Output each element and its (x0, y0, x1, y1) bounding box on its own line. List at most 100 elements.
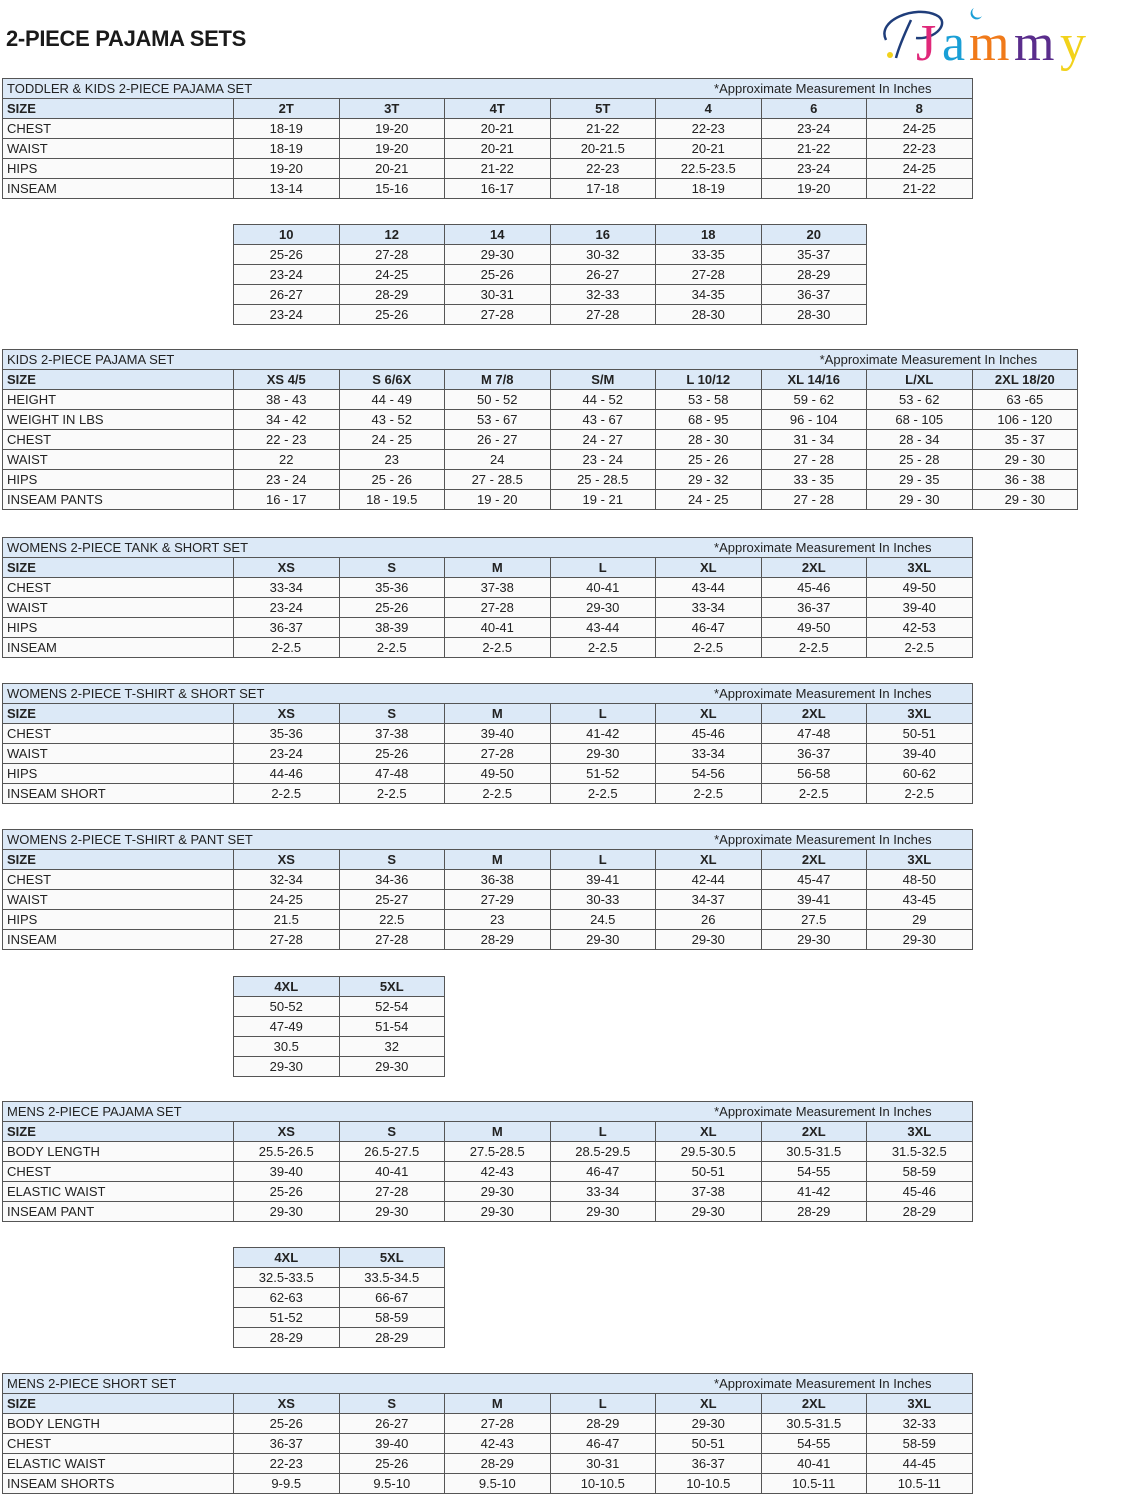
size-header-cell: XS (233, 849, 340, 870)
table-row: HIPS 19-20 20-21 21-22 22-23 22.5-23.5 23-24 24… (2, 158, 973, 179)
size-header-cell: XL (655, 703, 762, 724)
measurement-value: 19-20 (760, 178, 867, 199)
measurement-value: 25.5-26.5 (233, 1141, 340, 1162)
measurement-value: 2-2.5 (866, 783, 973, 804)
measurement-value: 62-63 (233, 1287, 340, 1308)
measurement-value: 34-35 (655, 284, 762, 305)
measurement-label: INSEAM SHORT (2, 783, 234, 804)
measurement-value: 28 - 34 (866, 429, 973, 450)
size-header-cell: 4T (444, 98, 551, 119)
measurement-label: BODY LENGTH (2, 1413, 234, 1434)
measurement-value: 36-37 (760, 284, 867, 305)
table-row: INSEAM 2-2.5 2-2.5 2-2.5 2-2.5 2-2.5 2-2.5 2-2.… (2, 637, 973, 658)
measurement-value: 2-2.5 (655, 637, 762, 658)
measurement-label: HIPS (2, 158, 234, 179)
measurement-value: 27-29 (444, 889, 551, 910)
measurement-value: 2-2.5 (444, 637, 551, 658)
measurement-value: 28-29 (233, 1327, 340, 1348)
measurement-value: 2-2.5 (549, 783, 656, 804)
size-header-cell: XS 4/5 (233, 369, 340, 390)
table-row: ELASTIC WAIST 25-26 27-28 29-30 33-34 37-38 41… (2, 1181, 973, 1202)
size-header-cell: M (444, 1121, 551, 1142)
table-title-cell: *Approximate Measurement In Inches WOMENS… (2, 683, 973, 704)
measurement-label: WAIST (2, 889, 234, 910)
measurement-value: 36-38 (444, 869, 551, 890)
size-header-row: SIZE XS 4/5 S 6/6X M 7/8 S/M L 10/12 XL 14/16 L… (2, 369, 1079, 390)
table-row: 30.5 32 (233, 1036, 445, 1057)
measurement-value: 40-41 (760, 1453, 867, 1474)
table-title-row: *Approximate Measurement In Inches MENS 2… (2, 1373, 973, 1394)
table-row: 28-29 28-29 (233, 1327, 445, 1348)
size-table: *Approximate Measurement In Inches TODDLE… (2, 78, 973, 199)
measurement-label: ELASTIC WAIST (2, 1453, 234, 1474)
size-header-row: SIZE 2T 3T 4T 5T 4 6 8 (2, 98, 973, 119)
measurement-value: 20-21 (655, 138, 762, 159)
measurement-value: 42-44 (655, 869, 762, 890)
measurement-value: 25-26 (444, 264, 551, 285)
size-header-cell: L 10/12 (655, 369, 762, 390)
size-header-cell: S (338, 1121, 445, 1142)
measurement-value: 24-25 (233, 889, 340, 910)
measurement-value: 38-39 (338, 617, 445, 638)
measurement-value: 18-19 (233, 138, 340, 159)
measurement-value: 19 - 21 (549, 489, 656, 510)
measurement-label: WAIST (2, 449, 234, 470)
measurement-value: 15-16 (338, 178, 445, 199)
table-row: INSEAM PANTS 16 - 17 18 - 19.5 19 - 20 19 - … (2, 489, 1079, 510)
measurement-value: 22 - 23 (233, 429, 340, 450)
measurement-value: 30-33 (549, 889, 656, 910)
measurement-value: 63 -65 (971, 389, 1079, 410)
table-row: INSEAM SHORT 2-2.5 2-2.5 2-2.5 2-2.5 2-2.5 2-2… (2, 783, 973, 804)
measurement-value: 35 - 37 (971, 429, 1079, 450)
size-header-cell: 2XL (760, 1121, 867, 1142)
table-row: HIPS 44-46 47-48 49-50 51-52 54-56 56-58 60-62 (2, 763, 973, 784)
measurement-value: 32.5-33.5 (233, 1267, 340, 1288)
measurement-value: 9.5-10 (338, 1473, 445, 1494)
size-header-cell: 2T (233, 98, 340, 119)
measurement-value: 2-2.5 (655, 783, 762, 804)
measurement-value: 34-36 (338, 869, 445, 890)
measurement-note: *Approximate Measurement In Inches (714, 540, 932, 555)
measurement-value: 49-50 (866, 577, 973, 598)
measurement-value: 2-2.5 (444, 783, 551, 804)
measurement-value: 19-20 (233, 158, 340, 179)
measurement-label: INSEAM (2, 178, 234, 199)
measurement-value: 29-30 (444, 244, 551, 265)
measurement-value: 29-30 (549, 1201, 656, 1222)
measurement-value: 33-34 (655, 597, 762, 618)
size-header-cell: 16 (549, 224, 656, 245)
measurement-value: 29-30 (549, 597, 656, 618)
table-row: 47-49 51-54 (233, 1016, 445, 1037)
measurement-value: 29-30 (655, 1413, 762, 1434)
size-header-cell: 2XL (760, 1393, 867, 1414)
measurement-value: 28-29 (549, 1413, 656, 1434)
measurement-value: 28-29 (444, 1453, 551, 1474)
table-row: BODY LENGTH 25-26 26-27 27-28 28-29 29-30 30.5… (2, 1413, 973, 1434)
measurement-label: CHEST (2, 869, 234, 890)
measurement-value: 30-31 (444, 284, 551, 305)
measurement-value: 33-34 (549, 1181, 656, 1202)
measurement-value: 19-20 (338, 138, 445, 159)
size-header-cell: M 7/8 (444, 369, 551, 390)
measurement-label: CHEST (2, 577, 234, 598)
measurement-value: 33-34 (655, 743, 762, 764)
measurement-value: 2-2.5 (233, 783, 340, 804)
measurement-value: 22-23 (549, 158, 656, 179)
measurement-label: WAIST (2, 743, 234, 764)
measurement-label: HIPS (2, 763, 234, 784)
table-row: CHEST 36-37 39-40 42-43 46-47 50-51 54-55 58-59 (2, 1433, 973, 1454)
measurement-value: 43-45 (866, 889, 973, 910)
size-header-cell: M (444, 557, 551, 578)
measurement-note: *Approximate Measurement In Inches (714, 1104, 932, 1119)
measurement-value: 44 - 49 (338, 389, 445, 410)
size-header-cell: 3XL (866, 1393, 973, 1414)
measurement-value: 27-28 (655, 264, 762, 285)
measurement-value: 24-25 (338, 264, 445, 285)
measurement-value: 42-43 (444, 1433, 551, 1454)
measurement-value: 25-26 (338, 743, 445, 764)
measurement-value: 29-30 (549, 743, 656, 764)
measurement-value: 32-34 (233, 869, 340, 890)
table-row: CHEST 32-34 34-36 36-38 39-41 42-44 45-47 48-50 (2, 869, 973, 890)
measurement-value: 51-52 (233, 1307, 340, 1328)
measurement-value: 30.5-31.5 (760, 1141, 867, 1162)
